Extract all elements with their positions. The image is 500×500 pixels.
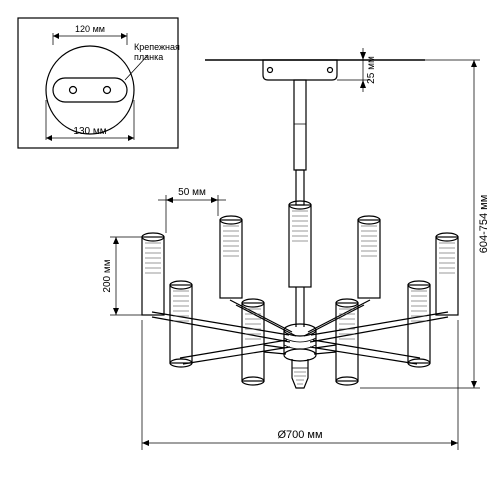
inset-canopy-detail: 120 мм Крепежная планка 130 мм [18, 18, 180, 148]
dim-tube-height: 200 мм [102, 237, 142, 315]
central-hub [284, 324, 316, 388]
total-height-label: 604-754 мм [478, 195, 490, 254]
inset-plate-name-2: планка [134, 52, 163, 62]
shade-left-back [220, 216, 242, 298]
dim-diameter: Ø700 мм [142, 320, 458, 450]
arm-width-label: 50 мм [178, 187, 206, 198]
shade-far-right [436, 233, 458, 315]
inset-width: 130 мм [73, 126, 106, 137]
shade-right-back [358, 216, 380, 298]
inset-plate-name-1: Крепежная [134, 42, 180, 52]
dim-canopy-height: 25 мм [337, 48, 377, 92]
central-rod [294, 80, 306, 205]
chandelier-body [142, 201, 458, 388]
tube-height-label: 200 мм [102, 259, 113, 292]
arms [152, 300, 448, 364]
canopy-height-label: 25 мм [366, 56, 377, 84]
dim-arm-width: 50 мм [158, 187, 226, 233]
inset-plate-width: 120 мм [75, 24, 105, 34]
technical-drawing: 120 мм Крепежная планка 130 мм [0, 0, 500, 500]
ceiling-canopy [263, 60, 337, 80]
shade-far-left [142, 233, 164, 315]
diameter-label: Ø700 мм [277, 429, 322, 441]
shade-center [289, 201, 311, 327]
